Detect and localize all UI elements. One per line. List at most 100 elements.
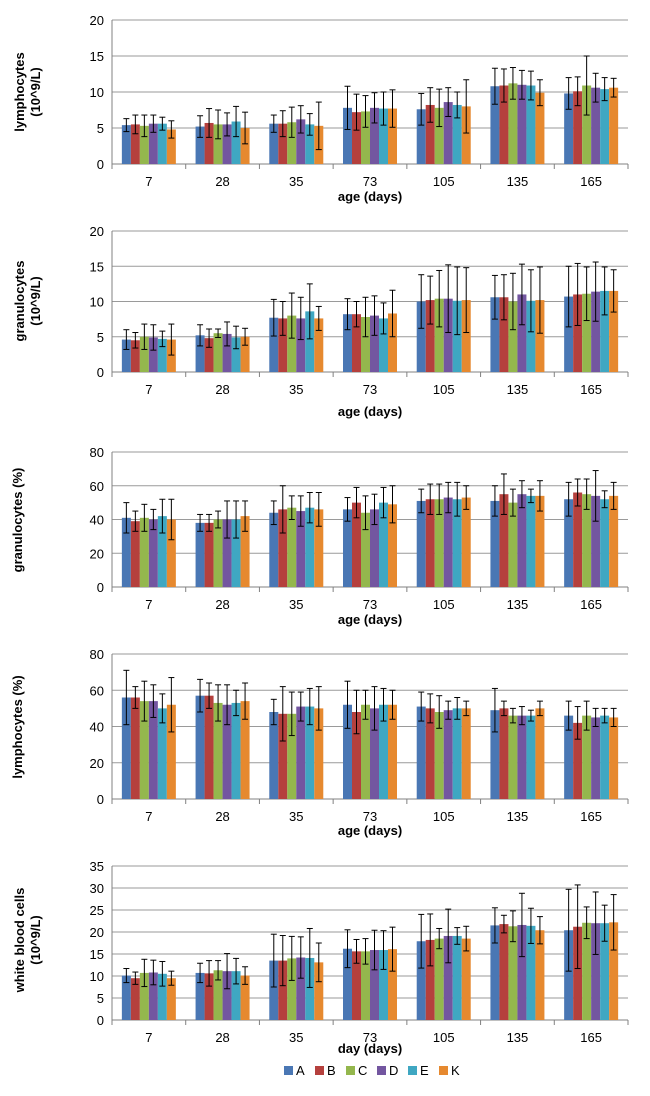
x-tick-label: 28: [215, 1030, 229, 1045]
y-axis-title-line: granulocytes (%): [10, 468, 25, 573]
bar-D-7: [148, 701, 158, 799]
bar-D-28: [222, 704, 232, 799]
bar-E-28: [231, 519, 241, 587]
bar-B-28: [204, 695, 214, 799]
bar-E-73: [379, 502, 388, 587]
bar-E-165: [600, 290, 610, 372]
legend-label-C: C: [358, 1063, 367, 1078]
bar-C-35: [287, 507, 297, 587]
bar-A-105: [416, 301, 426, 372]
y-tick-label: 20: [90, 13, 104, 28]
bar-A-165: [564, 93, 574, 164]
bar-C-35: [287, 713, 297, 799]
bar-D-105: [443, 497, 453, 587]
bar-A-7: [121, 125, 131, 164]
bar-D-135: [517, 924, 527, 1020]
bar-A-165: [564, 499, 574, 587]
bar-A-35: [269, 317, 279, 372]
bar-E-7: [157, 708, 167, 799]
bar-C-165: [582, 85, 592, 164]
bar-K-73: [388, 949, 397, 1020]
bar-E-165: [600, 89, 610, 164]
bar-D-73: [370, 950, 379, 1020]
bar-B-165: [573, 91, 583, 164]
y-tick-label: 0: [97, 1013, 104, 1028]
bar-D-7: [148, 972, 158, 1020]
bar-C-35: [287, 315, 297, 372]
chart-panel-1: 0 5 10 15 20 7 28 35 73 105 135 165 age (days) lympho…: [12, 13, 629, 204]
bar-E-105: [452, 300, 462, 372]
bar-E-135: [526, 925, 536, 1020]
bar-B-73: [352, 112, 361, 164]
bar-K-7: [166, 704, 176, 799]
chart-panel-5: 0 5 10 15 20 25 30 35 7 28 35 73 105 135 165 day (days)…: [12, 859, 629, 1056]
x-axis-title: age (days): [338, 189, 402, 204]
bar-E-73: [379, 704, 388, 799]
y-tick-label: 80: [90, 445, 104, 460]
x-tick-label: 105: [433, 597, 455, 612]
y-tick-label: 20: [90, 224, 104, 239]
bar-D-35: [296, 957, 306, 1020]
x-axis-title: day (days): [338, 1041, 402, 1056]
bar-C-135: [508, 502, 518, 587]
bar-C-7: [139, 336, 149, 372]
x-tick-label: 165: [580, 1030, 602, 1045]
legend-label-K: K: [451, 1063, 460, 1078]
bar-A-7: [121, 517, 131, 587]
x-tick-label: 105: [433, 174, 455, 189]
bar-K-73: [388, 504, 397, 587]
bar-K-35: [314, 318, 324, 372]
bar-C-73: [361, 111, 370, 164]
bar-D-165: [591, 717, 601, 799]
bar-D-135: [517, 494, 527, 587]
bar-E-7: [157, 516, 167, 587]
bar-B-28: [204, 522, 214, 587]
y-axis-title-line: white blood cells: [12, 888, 27, 994]
y-axis-title-line: granulocytes: [12, 261, 27, 342]
y-axis-title: lymphocytes (%): [10, 675, 25, 778]
bar-K-165: [609, 717, 619, 799]
chart-panel-4: 0 20 40 60 80 7 28 35 73 105 135 165 age (days) lymph…: [10, 647, 629, 838]
bar-C-135: [508, 926, 518, 1020]
bar-K-135: [535, 92, 545, 164]
bar-B-105: [425, 939, 435, 1020]
bar-C-7: [139, 125, 149, 164]
bar-B-73: [352, 502, 361, 587]
bar-E-135: [526, 715, 536, 799]
y-axis-title-line: (10^9/L): [28, 276, 43, 326]
y-axis-title-line: lymphocytes: [12, 52, 27, 131]
legend-swatch-K: [439, 1066, 448, 1075]
y-axis-title-line: (10^9/L): [28, 67, 43, 117]
y-tick-label: 25: [90, 903, 104, 918]
bar-K-135: [535, 930, 545, 1020]
bar-C-105: [434, 298, 444, 372]
x-axis-title: age (days): [338, 612, 402, 627]
bar-C-7: [139, 517, 149, 587]
bar-B-35: [278, 509, 288, 587]
bar-A-73: [343, 107, 352, 164]
x-tick-label: 35: [289, 809, 303, 824]
y-axis-title-line: (10^9/L): [28, 915, 43, 965]
x-tick-label: 35: [289, 382, 303, 397]
bar-K-165: [609, 87, 619, 164]
bar-K-135: [535, 495, 545, 587]
bar-A-105: [416, 109, 426, 164]
x-tick-label: 7: [145, 382, 152, 397]
bar-K-73: [388, 704, 397, 799]
bar-D-165: [591, 291, 601, 372]
bar-C-28: [213, 333, 223, 372]
bar-D-165: [591, 87, 601, 164]
x-tick-label: 135: [507, 809, 529, 824]
chart-panel-3: 0 20 40 60 80 7 28 35 73 105 135 165 age (days) granu…: [10, 445, 629, 627]
bar-K-35: [314, 509, 324, 587]
bar-B-7: [130, 340, 140, 372]
bar-E-7: [157, 338, 167, 372]
y-tick-label: 20: [90, 546, 104, 561]
bar-K-135: [535, 708, 545, 799]
bar-E-28: [231, 702, 241, 799]
bar-A-73: [343, 509, 352, 587]
bar-D-35: [296, 119, 306, 164]
x-tick-label: 7: [145, 174, 152, 189]
